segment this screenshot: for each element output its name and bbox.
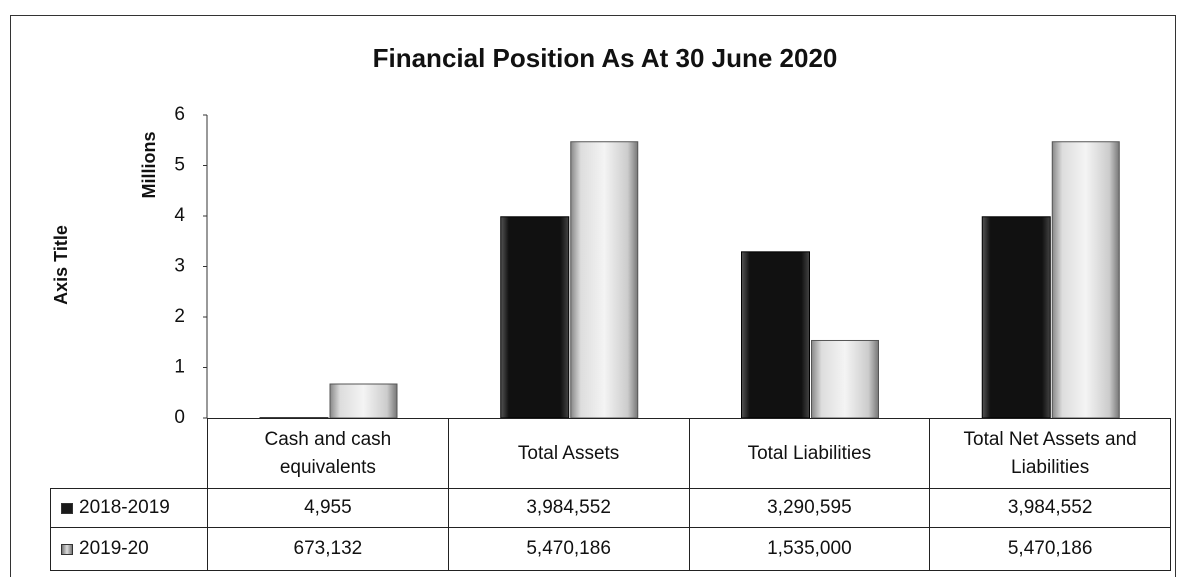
y-tick-label: 2 <box>174 306 185 327</box>
y-tick-label: 1 <box>174 357 185 378</box>
legend-entry: 2018-2019 <box>50 488 208 528</box>
display-unit: Millions <box>139 132 159 199</box>
table-value: 5,470,186 <box>929 527 1171 571</box>
bar <box>741 251 810 419</box>
table-value: 5,470,186 <box>447 527 690 571</box>
y-tick-label: 4 <box>174 205 185 226</box>
x-tick-label: Total Liabilities <box>688 418 931 489</box>
table-value: 673,132 <box>207 527 449 571</box>
table-value: 3,984,552 <box>929 488 1171 528</box>
legend-label: 2019-20 <box>79 538 149 559</box>
table-value: 4,955 <box>207 488 449 528</box>
y-axis-title: Axis Title <box>51 225 71 305</box>
legend-entry: 2019-20 <box>50 527 208 571</box>
legend-key <box>61 543 73 555</box>
x-tick-label: Total Net Assets and Liabilities <box>929 418 1171 489</box>
y-tick-label: 3 <box>174 256 185 277</box>
x-tick-label: Cash and cash equivalents <box>207 418 449 489</box>
table-value: 3,984,552 <box>447 488 690 528</box>
table-value: 3,290,595 <box>688 488 931 528</box>
bar <box>500 216 570 419</box>
legend-label: 2018-2019 <box>79 497 170 518</box>
x-tick-label: Total Assets <box>447 418 690 489</box>
bar <box>570 141 639 419</box>
bar <box>981 216 1051 419</box>
bar <box>1051 141 1120 419</box>
chart-frame <box>10 15 1176 577</box>
bar <box>811 339 879 419</box>
chart-title: Financial Position As At 30 June 2020 <box>373 43 838 73</box>
table-value: 1,535,000 <box>688 527 931 571</box>
y-tick-label: 0 <box>174 407 185 428</box>
legend-key <box>61 502 73 514</box>
bar <box>329 383 398 419</box>
y-tick-label: 5 <box>174 155 185 176</box>
y-tick-label: 6 <box>174 104 185 125</box>
